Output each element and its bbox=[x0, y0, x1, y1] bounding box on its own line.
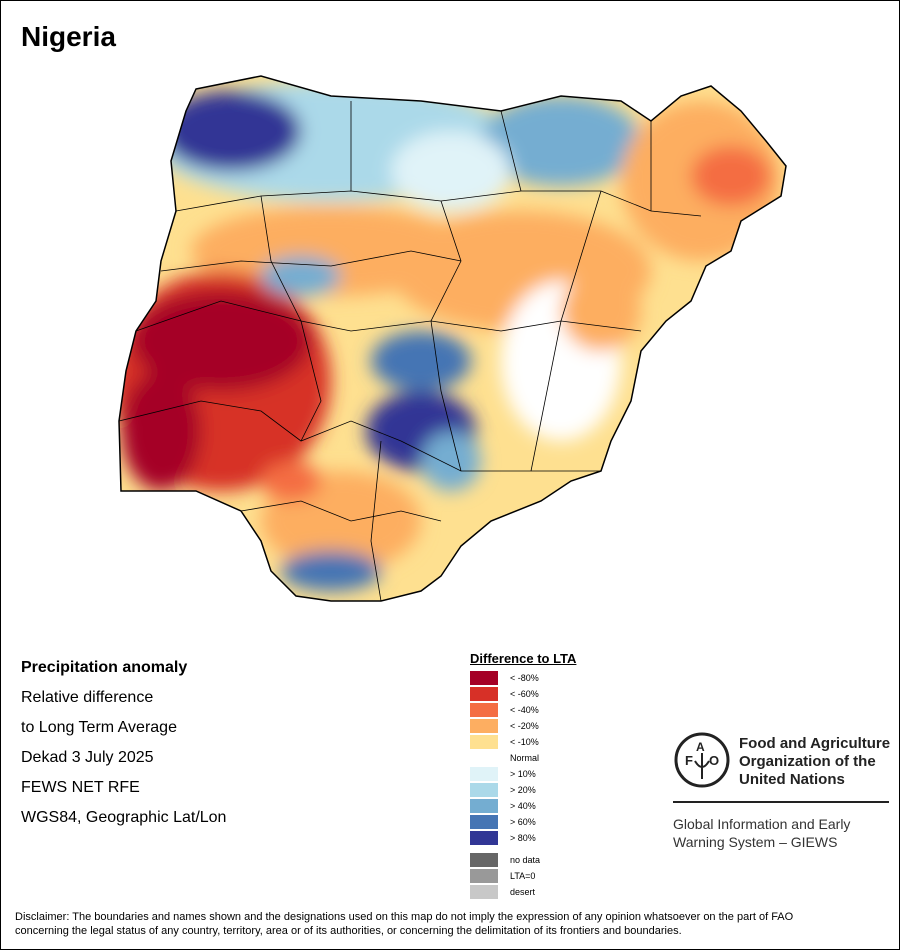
org-name-line: Organization of the bbox=[739, 753, 876, 770]
logo-divider bbox=[673, 801, 889, 803]
legend-swatch bbox=[470, 751, 498, 765]
giews-line: Warning System – GIEWS bbox=[673, 834, 838, 850]
legend-swatch bbox=[470, 869, 498, 883]
info-line: Dekad 3 July 2025 bbox=[21, 749, 154, 766]
legend-label: > 80% bbox=[510, 833, 536, 843]
org-name-line: Food and Agriculture bbox=[739, 735, 891, 752]
legend-label: < -60% bbox=[510, 689, 539, 699]
legend-swatch bbox=[470, 885, 498, 899]
map-title: Nigeria bbox=[21, 21, 116, 52]
info-heading: Precipitation anomaly bbox=[21, 659, 188, 676]
legend-item: < -40% bbox=[470, 702, 576, 718]
info-line: FEWS NET RFE bbox=[21, 779, 140, 796]
svg-text:O: O bbox=[709, 753, 719, 768]
info-line: Relative difference bbox=[21, 689, 154, 706]
legend-item: Normal bbox=[470, 750, 576, 766]
legend: Difference to LTA < -80% < -60% < -40% < -2… bbox=[470, 651, 576, 900]
legend-swatch bbox=[470, 783, 498, 797]
legend-label: no data bbox=[510, 855, 541, 865]
legend-swatch bbox=[470, 831, 498, 845]
legend-label: > 20% bbox=[510, 785, 536, 795]
legend-swatch bbox=[470, 735, 498, 749]
disclaimer-line: concerning the legal status of any count… bbox=[15, 925, 682, 937]
legend-label: > 60% bbox=[510, 817, 536, 827]
info-line: WGS84, Geographic Lat/Lon bbox=[21, 809, 227, 826]
legend-swatch bbox=[470, 767, 498, 781]
legend-item: > 40% bbox=[470, 798, 576, 814]
legend-item: LTA=0 bbox=[470, 868, 576, 884]
fao-emblem-icon: F A O bbox=[674, 732, 730, 788]
legend-label: < -20% bbox=[510, 721, 539, 731]
svg-text:F: F bbox=[685, 753, 693, 768]
legend-item: desert bbox=[470, 884, 576, 900]
legend-label: LTA=0 bbox=[510, 871, 536, 881]
legend-item: > 10% bbox=[470, 766, 576, 782]
anomaly-raster bbox=[119, 76, 786, 601]
legend-swatch bbox=[470, 799, 498, 813]
legend-item: < -80% bbox=[470, 670, 576, 686]
legend-swatch bbox=[470, 687, 498, 701]
legend-label: < -10% bbox=[510, 737, 539, 747]
legend-label: < -80% bbox=[510, 673, 539, 683]
state-boundaries bbox=[118, 101, 702, 602]
legend-item: < -20% bbox=[470, 718, 576, 734]
legend-title: Difference to LTA bbox=[470, 651, 577, 666]
legend-item: < -60% bbox=[470, 686, 576, 702]
svg-text:A: A bbox=[696, 740, 705, 754]
map-info: Precipitation anomaly Relative differenc… bbox=[21, 657, 226, 837]
legend-swatch bbox=[470, 853, 498, 867]
legend-swatch bbox=[470, 703, 498, 717]
info-line: to Long Term Average bbox=[21, 719, 177, 736]
disclaimer: Disclaimer: The boundaries and names sho… bbox=[15, 910, 895, 938]
legend-label: < -40% bbox=[510, 705, 539, 715]
legend-label: Normal bbox=[510, 753, 540, 763]
disclaimer-line: Disclaimer: The boundaries and names sho… bbox=[15, 911, 794, 923]
legend-swatch bbox=[470, 815, 498, 829]
legend-item: < -10% bbox=[470, 734, 576, 750]
legend-label: > 40% bbox=[510, 801, 536, 811]
legend-label: desert bbox=[510, 887, 536, 897]
legend-item: no data bbox=[470, 852, 576, 868]
legend-item: > 80% bbox=[470, 830, 576, 846]
org-name-line: United Nations bbox=[739, 771, 845, 788]
giews-name: Global Information and Early Warning Sys… bbox=[673, 815, 850, 851]
legend-label: > 10% bbox=[510, 769, 536, 779]
legend-item: > 60% bbox=[470, 814, 576, 830]
legend-swatch bbox=[470, 719, 498, 733]
legend-item: > 20% bbox=[470, 782, 576, 798]
fao-org-name: Food and Agriculture Organization of the… bbox=[739, 735, 890, 789]
legend-swatch bbox=[470, 671, 498, 685]
giews-line: Global Information and Early bbox=[673, 816, 851, 832]
